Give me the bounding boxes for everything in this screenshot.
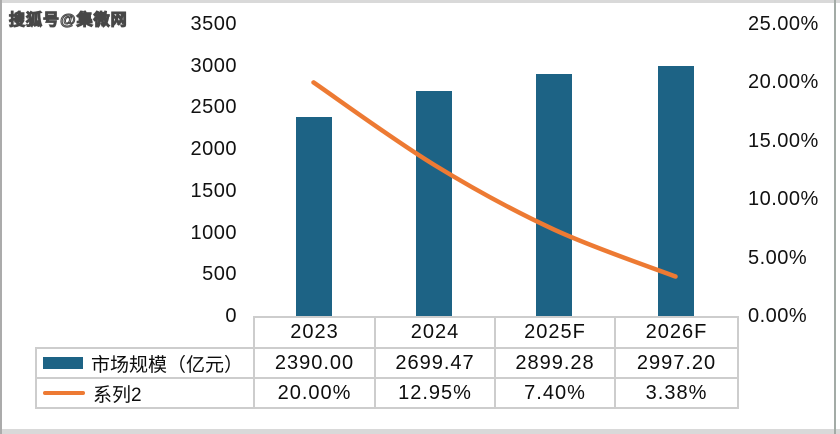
series-name-label: 市场规模（亿元） xyxy=(91,354,244,376)
left-axis-tick-label: 1000 xyxy=(190,221,237,244)
left-axis-tick-label: 2000 xyxy=(190,138,237,161)
series-name-label: 系列2 xyxy=(93,384,142,406)
left-axis-tick-label: 500 xyxy=(202,263,237,286)
frame-edge-bottom xyxy=(0,429,840,434)
left-axis-tick-label: 3500 xyxy=(190,13,237,35)
line-series-swatch xyxy=(43,391,85,395)
legend-entry: 系列2 xyxy=(38,380,252,406)
x-axis-category: 2026F xyxy=(614,316,739,349)
left-axis-tick-label: 2500 xyxy=(190,96,237,119)
right-axis-tick-label: 25.00% xyxy=(748,13,819,35)
series-value-cell: 2699.47 xyxy=(374,347,496,379)
frame-edge-right xyxy=(834,0,836,434)
frame-edge-top xyxy=(0,0,840,3)
right-axis-tick-label: 5.00% xyxy=(748,246,808,269)
left-axis-tick-label: 0 xyxy=(225,305,237,327)
series-value-cell: 2997.20 xyxy=(614,347,739,379)
x-axis-category: 2023 xyxy=(253,316,376,349)
series-value-cell: 2899.28 xyxy=(494,347,616,379)
right-axis-tick-label: 20.00% xyxy=(748,71,819,94)
series-value-cell: 2390.00 xyxy=(253,347,376,379)
left-axis-tick-label: 3000 xyxy=(190,54,237,77)
legend-cell: 系列2 xyxy=(35,377,255,409)
bar-2025F xyxy=(536,74,572,316)
series-value-cell: 12.95% xyxy=(374,377,496,409)
series-value-cell: 3.38% xyxy=(614,377,739,409)
left-axis-tick-label: 1500 xyxy=(190,179,237,202)
bar-series-swatch xyxy=(43,357,83,369)
x-axis-category: 2024 xyxy=(374,316,496,349)
x-axis-category: 2025F xyxy=(494,316,616,349)
right-axis-tick-label: 10.00% xyxy=(748,188,819,211)
data-table: 2023 2024 2025F 2026F 市场规模（亿元） 2390.00 2699.47… xyxy=(35,316,739,409)
legend-corner-cell xyxy=(36,317,254,348)
bar-2023 xyxy=(295,116,332,316)
series-value-cell: 20.00% xyxy=(253,377,376,409)
right-axis-tick-label: 0.00% xyxy=(748,305,808,327)
series-value-cell: 7.40% xyxy=(494,377,616,409)
bar-2026F xyxy=(657,65,694,316)
bar-2024 xyxy=(416,90,452,316)
legend-cell: 市场规模（亿元） xyxy=(35,347,255,379)
series2-trend-line xyxy=(311,80,678,279)
right-axis-tick-label: 15.00% xyxy=(748,129,819,152)
frame-edge-left xyxy=(0,0,2,434)
watermark: 搜狐号@集微网 xyxy=(9,12,128,30)
legend-entry: 市场规模（亿元） xyxy=(38,350,252,376)
